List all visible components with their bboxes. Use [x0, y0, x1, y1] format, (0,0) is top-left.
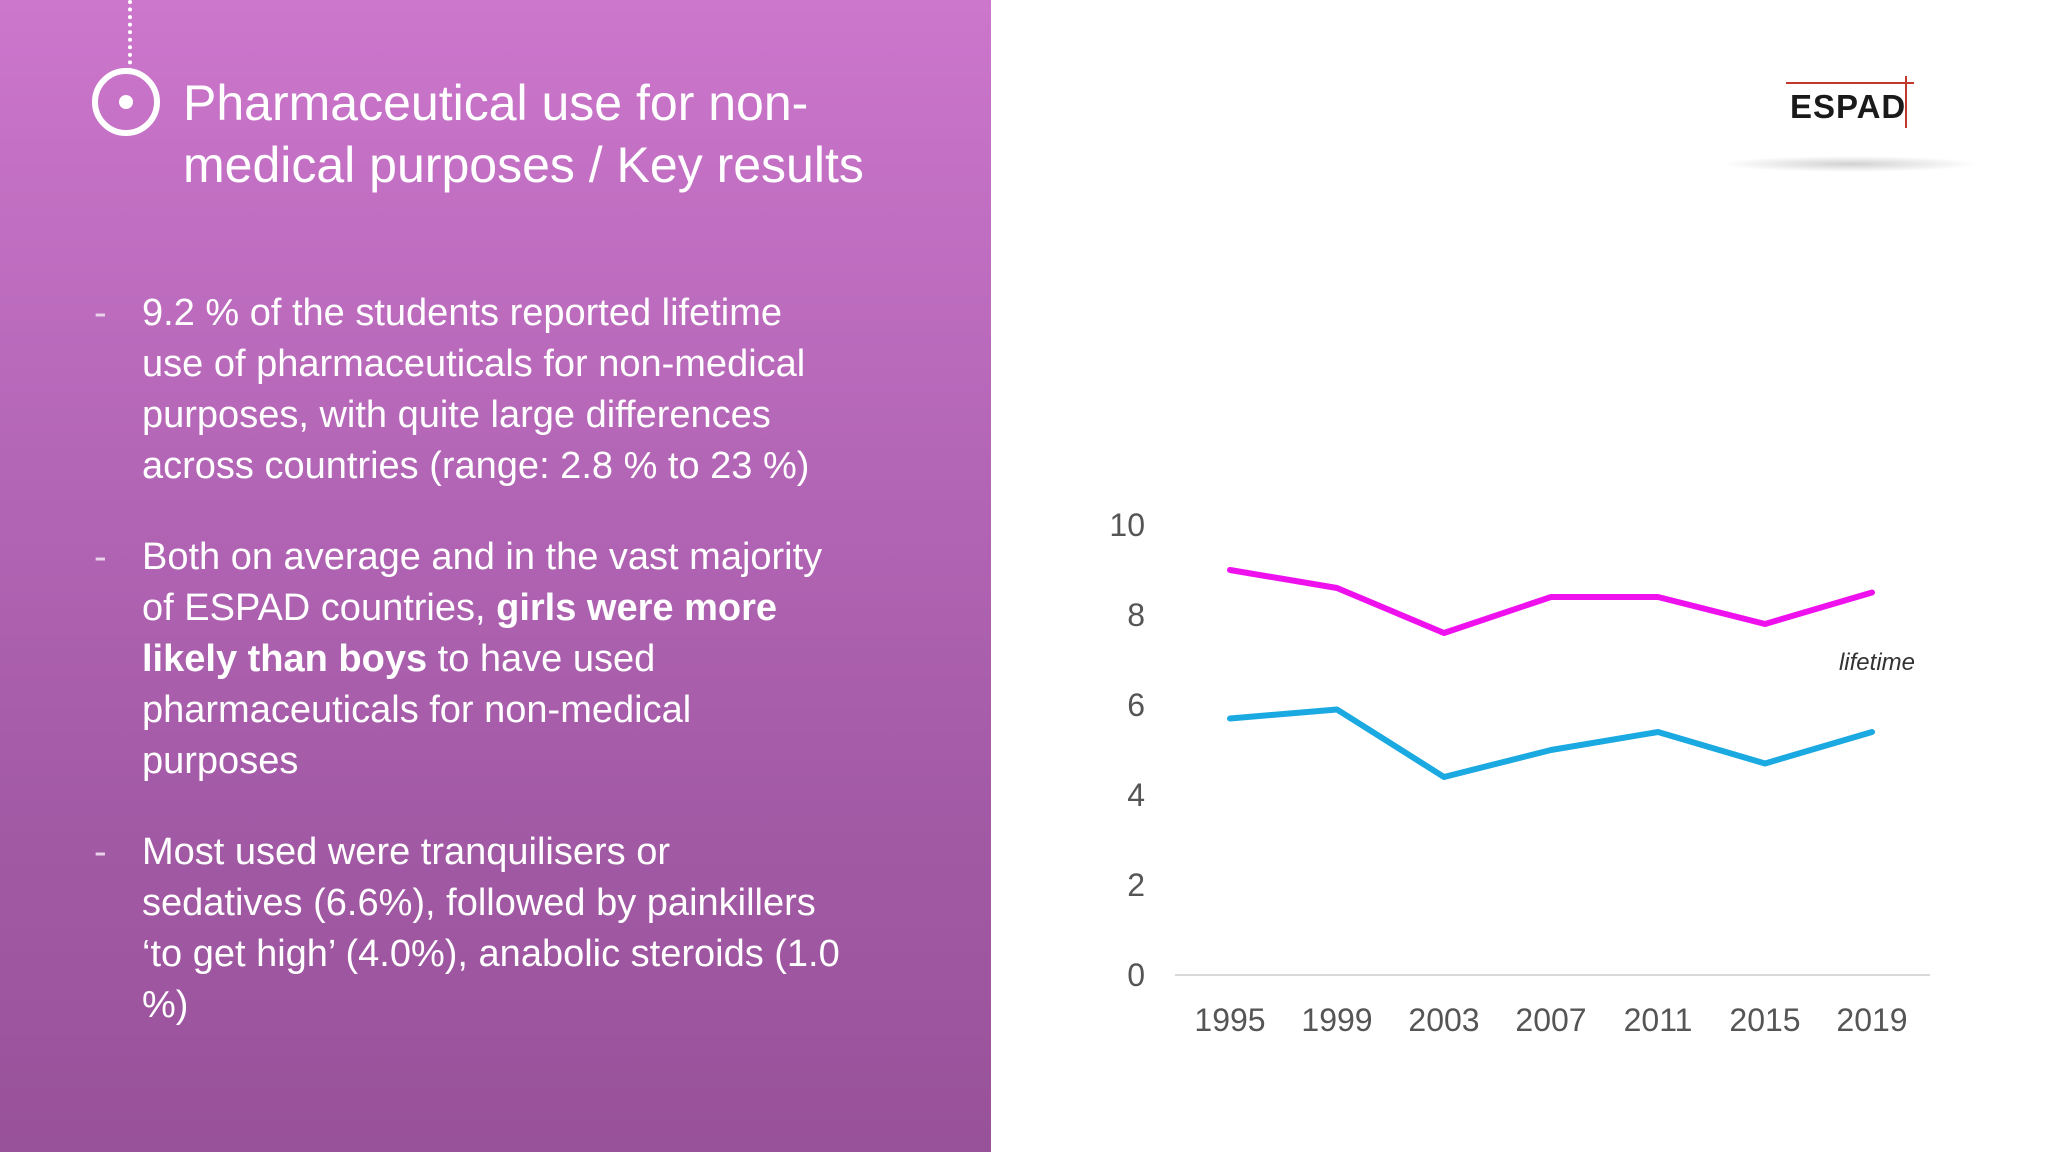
bullet-gender-difference: Both on average and in the vast majority… — [94, 532, 882, 787]
x-tick-label: 2011 — [1624, 1002, 1693, 1038]
bullet-line: Most used were tranquilisers or — [142, 831, 670, 873]
bullet-line: likely than boys to have used — [142, 634, 882, 685]
logo-mark — [1905, 76, 1907, 128]
y-tick-label: 0 — [1127, 957, 1145, 993]
bullet-line: %) — [142, 984, 189, 1026]
bullet-line: purposes — [142, 740, 299, 782]
y-tick-label: 2 — [1127, 867, 1145, 903]
series-line-2 — [1227, 706, 1875, 780]
key-results-list: 9.2 % of the students reported lifetime … — [94, 288, 894, 1071]
timeline-dotted-line — [128, 0, 132, 72]
page-title: Pharmaceutical use for non- medical purp… — [183, 72, 903, 196]
x-tick-label: 2003 — [1408, 1002, 1479, 1038]
line-chart: 0 2 4 6 8 10 1995 1999 2003 2007 2011 2015 2019 lif… — [1109, 507, 1930, 1038]
series-layer — [1227, 567, 1875, 780]
x-axis-ticks: 1995 1999 2003 2007 2011 2015 2019 — [1194, 1002, 1907, 1038]
bullet-bold-text: likely than boys — [142, 638, 428, 680]
espad-logo: ESPAD — [1786, 82, 1915, 138]
y-tick-label: 10 — [1109, 507, 1145, 543]
y-tick-label: 4 — [1127, 777, 1145, 813]
bullet-text: of ESPAD countries, — [142, 587, 497, 629]
logo-shadow — [1720, 156, 1980, 172]
bullet-line: 9.2 % of the students reported lifetime — [142, 292, 783, 334]
page-title-line: Pharmaceutical use for non- — [183, 75, 809, 131]
x-tick-label: 2015 — [1729, 1002, 1800, 1038]
y-axis-ticks: 0 2 4 6 8 10 — [1109, 507, 1145, 993]
bullet-line: ‘to get high’ (4.0%), anabolic steroids … — [142, 933, 840, 975]
annotation-lifetime: lifetime — [1839, 649, 1915, 676]
bullet-line: across countries (range: 2.8 % to 23 %) — [142, 445, 810, 487]
x-tick-label: 1995 — [1194, 1002, 1265, 1038]
bullet-text: to have used — [427, 638, 656, 680]
bullet-line: of ESPAD countries, girls were more — [142, 583, 882, 634]
x-tick-label: 2007 — [1515, 1002, 1586, 1038]
bullet-bold-text: girls were more — [496, 587, 778, 629]
x-tick-label: 2019 — [1836, 1002, 1907, 1038]
target-icon — [92, 68, 160, 136]
page-title-line: medical purposes / Key results — [183, 137, 864, 193]
bullet-line: sedatives (6.6%), followed by painkiller… — [142, 882, 816, 924]
bullet-most-used: Most used were tranquilisers or sedative… — [94, 827, 882, 1031]
y-tick-label: 6 — [1127, 687, 1145, 723]
bullet-lifetime-use: 9.2 % of the students reported lifetime … — [94, 288, 882, 492]
bullet-line: use of pharmaceuticals for non-medical — [142, 343, 806, 385]
x-tick-label: 1999 — [1301, 1002, 1372, 1038]
bullet-line: pharmaceuticals for non-medical — [142, 689, 692, 731]
y-tick-label: 8 — [1127, 597, 1145, 633]
series-line-1 — [1227, 567, 1875, 636]
bullet-line: Both on average and in the vast majority — [142, 536, 823, 578]
bullet-line: purposes, with quite large differences — [142, 394, 771, 436]
